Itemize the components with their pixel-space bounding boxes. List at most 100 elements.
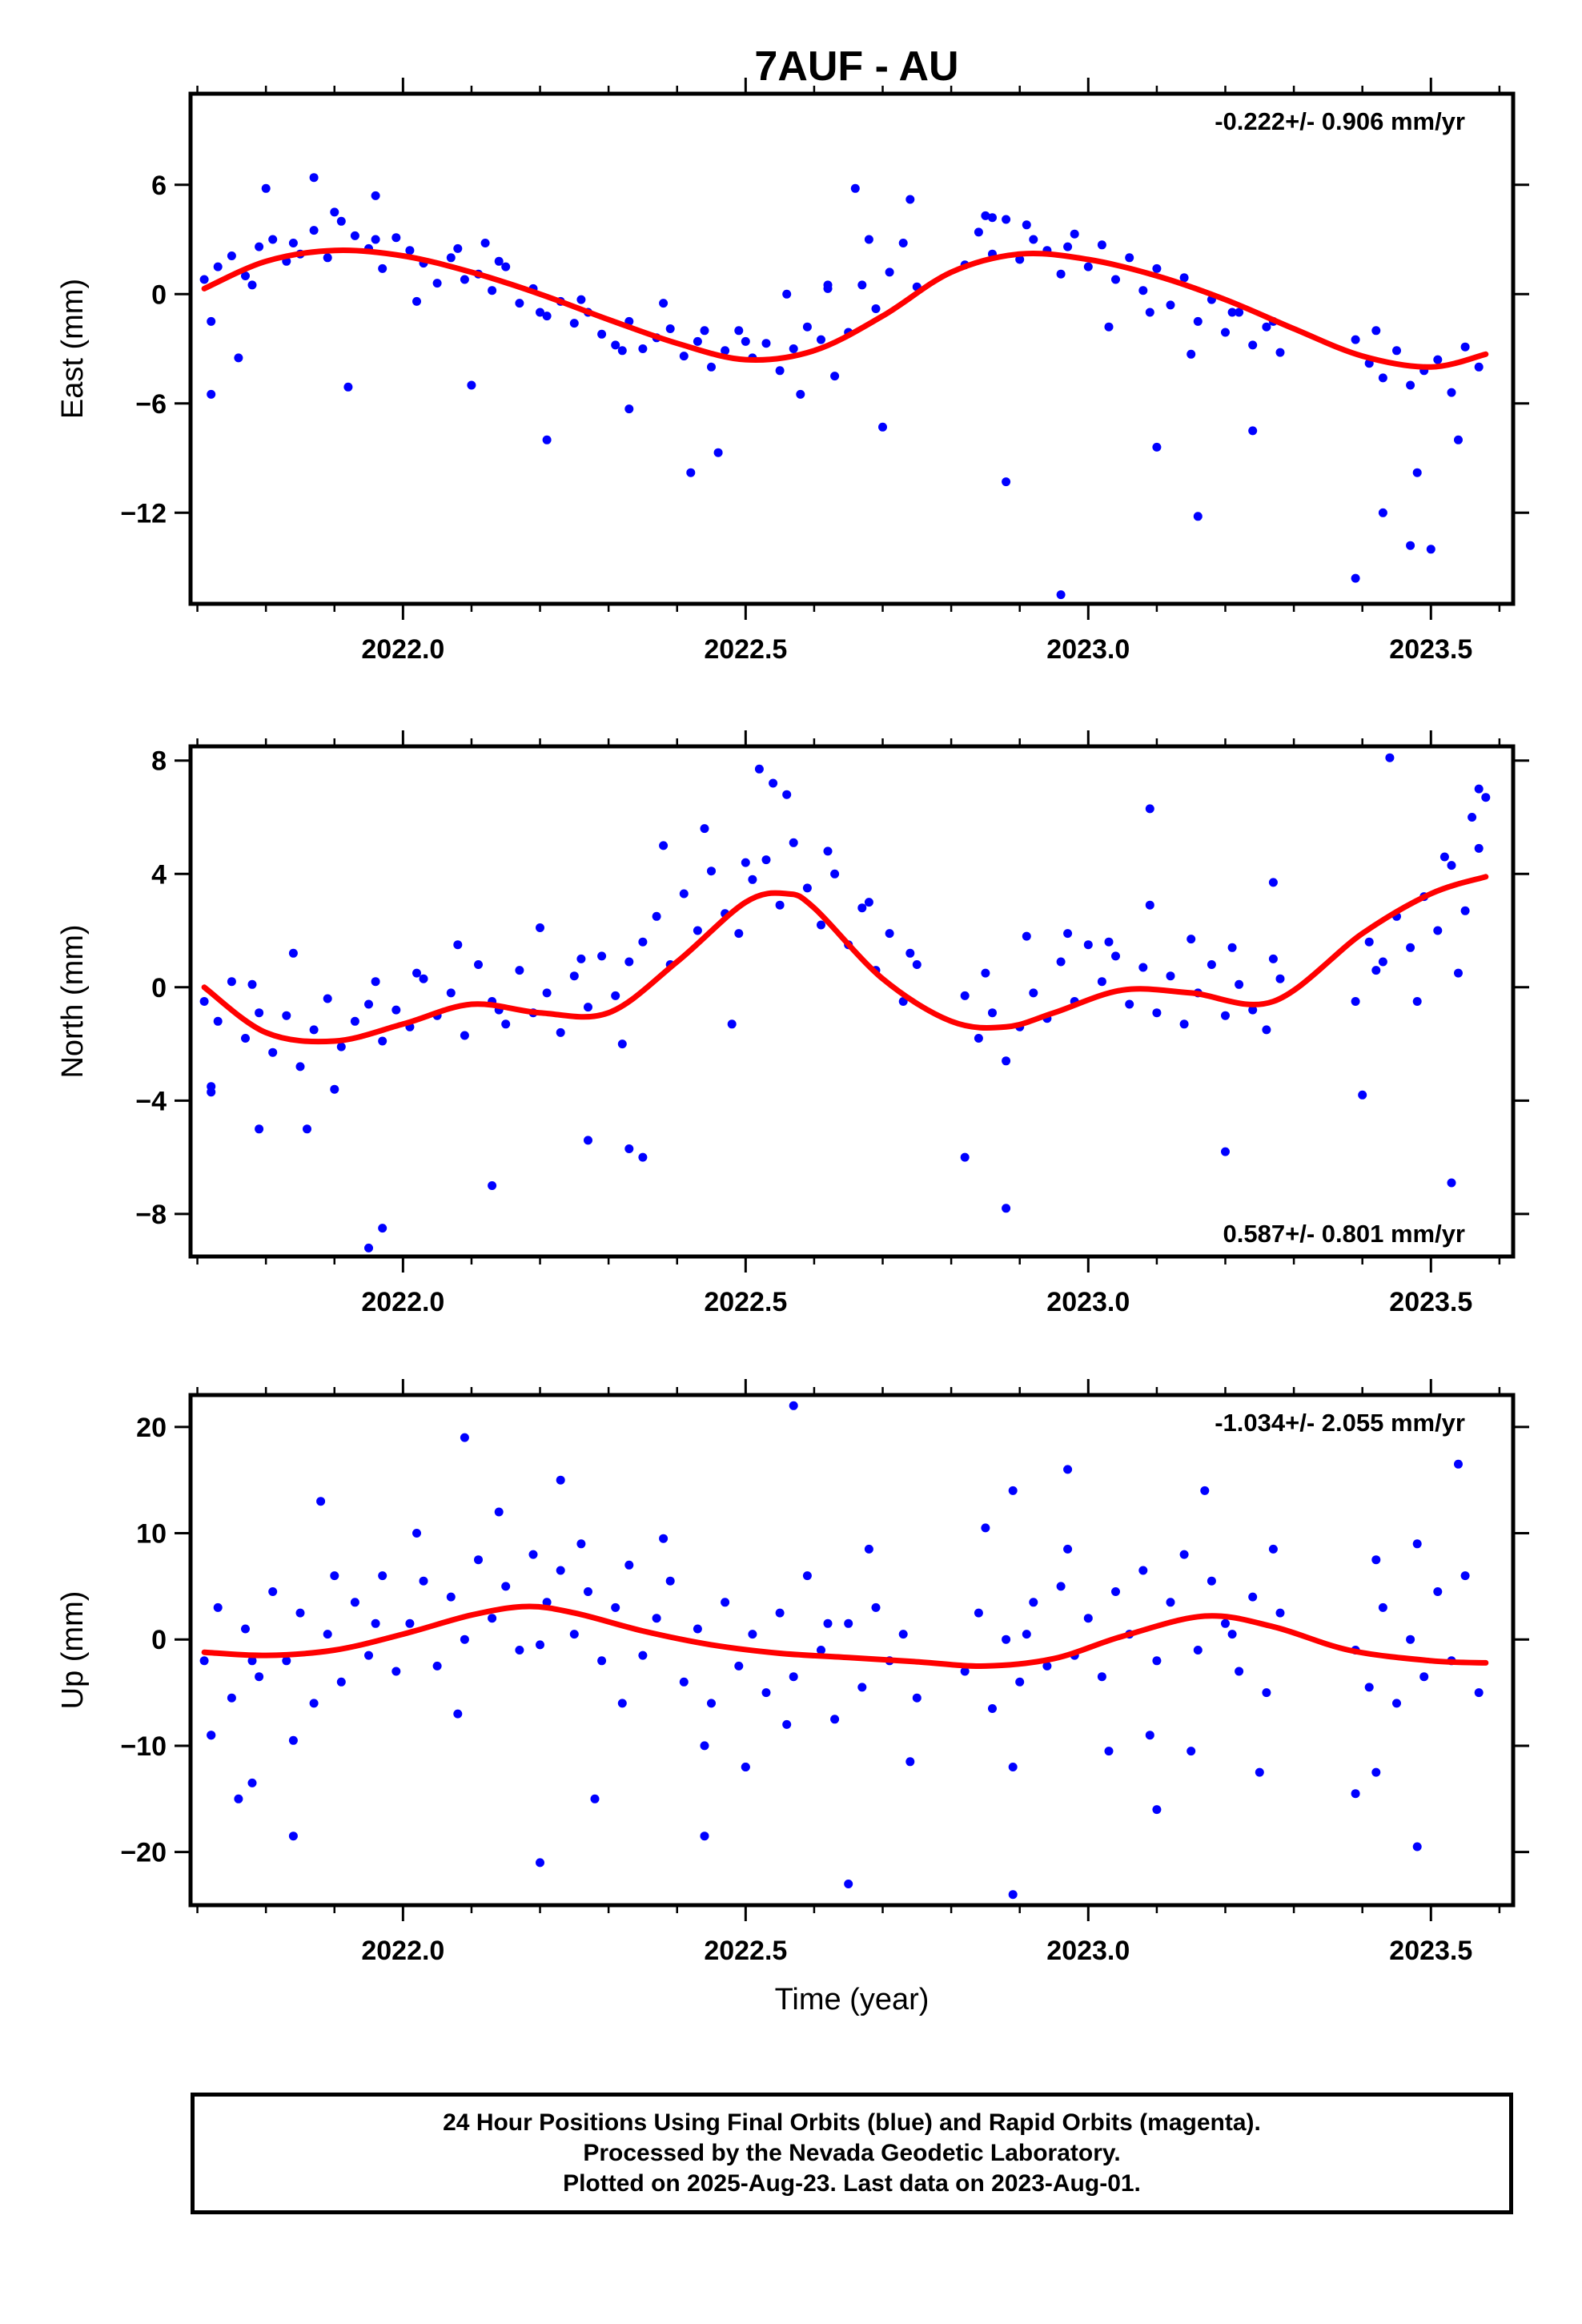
rate-label-north: 0.587+/- 0.801 mm/yr [1223, 1220, 1465, 1248]
data-point [323, 1630, 332, 1639]
data-point [419, 974, 428, 983]
data-point [309, 1025, 319, 1035]
data-point [268, 235, 278, 244]
data-point [536, 1858, 544, 1868]
data-point [638, 937, 648, 947]
data-point [611, 340, 620, 350]
data-point [460, 1433, 469, 1442]
data-point [494, 1507, 504, 1517]
data-point [364, 999, 373, 1009]
data-point [960, 1667, 970, 1676]
data-point [817, 335, 825, 344]
data-point [857, 280, 867, 290]
data-point [378, 1224, 387, 1233]
data-point [446, 1592, 456, 1602]
data-point [1056, 1582, 1066, 1591]
data-point [974, 227, 983, 237]
data-point [1433, 355, 1443, 364]
data-point [207, 389, 216, 399]
data-point [255, 1124, 264, 1134]
data-point [234, 1794, 243, 1803]
data-point [207, 1731, 216, 1740]
data-point [769, 778, 778, 788]
data-point [1227, 1630, 1237, 1639]
data-point [1056, 957, 1066, 967]
data-point [241, 1624, 250, 1634]
plot-area-east [199, 173, 1489, 600]
data-point [213, 1602, 223, 1612]
data-point [350, 231, 359, 240]
x-tick-label: 2022.5 [704, 1287, 787, 1317]
data-point [652, 1614, 661, 1623]
data-point [1262, 322, 1271, 332]
data-point [515, 1646, 524, 1655]
data-point [775, 900, 785, 910]
data-point [638, 1152, 648, 1162]
data-point [255, 1672, 264, 1682]
data-point [741, 336, 750, 346]
data-point [1406, 943, 1415, 952]
data-point [247, 280, 257, 290]
data-point [624, 957, 634, 967]
data-point [659, 841, 669, 850]
data-point [199, 997, 209, 1006]
data-point [1454, 435, 1463, 444]
data-point [1207, 960, 1216, 969]
data-point [1221, 1011, 1230, 1020]
data-point [789, 344, 798, 353]
data-point [830, 869, 840, 879]
data-point [802, 1571, 812, 1581]
data-point [536, 923, 544, 932]
data-point [898, 1630, 908, 1639]
data-point [707, 1699, 716, 1708]
footer-line-2: Processed by the Nevada Geodetic Laborat… [583, 2140, 1121, 2166]
data-point [584, 1003, 592, 1012]
data-point [247, 1778, 257, 1787]
data-point [1207, 1576, 1216, 1586]
data-point [1022, 931, 1031, 941]
data-point [1447, 1178, 1456, 1188]
data-point [1364, 1683, 1374, 1692]
data-point [1412, 997, 1422, 1006]
data-point [488, 1181, 497, 1190]
data-point [617, 1039, 627, 1049]
data-point [1454, 1459, 1463, 1469]
data-point [460, 275, 469, 284]
data-point [474, 1555, 483, 1565]
data-point [241, 271, 250, 280]
y-tick-label: −8 [135, 1200, 167, 1230]
data-point [830, 1715, 840, 1724]
panel-north: 2022.0 2022.5 2023.0 2023.5 8 4 0 −4 −8 North (mm… [56, 730, 1529, 1317]
data-point [309, 226, 319, 235]
data-point [268, 1587, 278, 1596]
data-point [1351, 1789, 1360, 1799]
data-point [378, 1036, 387, 1046]
data-point [844, 1880, 853, 1888]
data-point [775, 366, 785, 376]
data-point [1008, 1890, 1018, 1900]
data-point [974, 1608, 983, 1618]
data-point [1255, 1767, 1264, 1777]
data-point [1166, 300, 1175, 310]
y-tick-label: −10 [120, 1731, 167, 1762]
data-point [912, 1693, 921, 1703]
data-point [624, 1144, 634, 1153]
y-tick-label: 10 [136, 1519, 167, 1550]
data-point [247, 979, 257, 989]
data-point [1474, 843, 1484, 853]
data-point [542, 1598, 552, 1607]
data-point [1419, 1672, 1429, 1682]
data-point [1042, 1661, 1052, 1671]
data-point [1152, 1656, 1162, 1666]
data-point [817, 1646, 825, 1655]
data-point [1378, 1602, 1387, 1612]
y-tick-label: 0 [151, 1625, 167, 1655]
data-point [1125, 253, 1134, 263]
data-point [309, 1699, 319, 1708]
data-point [741, 858, 750, 867]
data-point [597, 1656, 607, 1666]
data-point [1002, 215, 1011, 224]
y-tick-label: 20 [136, 1413, 167, 1443]
data-point [1193, 512, 1203, 521]
plot-area-up [199, 1401, 1489, 1900]
